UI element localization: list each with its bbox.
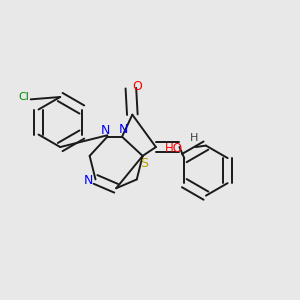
Text: S: S [140, 157, 148, 170]
Text: N: N [119, 123, 128, 136]
Text: N: N [83, 174, 93, 188]
Text: O: O [132, 80, 142, 93]
Text: H: H [190, 133, 198, 143]
Text: HO: HO [164, 142, 182, 155]
Text: Cl: Cl [18, 92, 29, 102]
Text: N: N [101, 124, 110, 137]
